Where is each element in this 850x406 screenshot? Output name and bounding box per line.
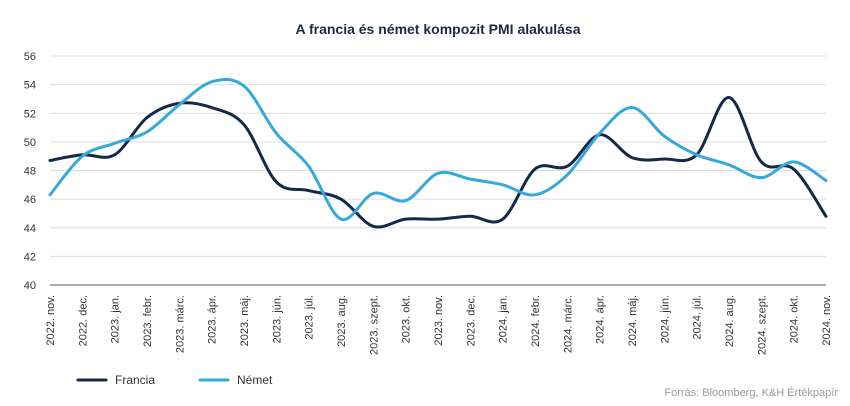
x-tick-label: 2023. okt. [401,295,413,343]
x-tick-label: 2023. dec. [465,295,477,346]
x-tick-label: 2024. jan. [498,295,510,343]
x-tick-label: 2023. nov. [433,295,445,346]
x-tick-label: 2023. jún. [271,295,283,343]
x-tick-label: 2024. máj. [627,295,639,346]
x-tick-label: 2023. szept. [368,295,380,355]
y-tick-label: 50 [24,137,36,149]
gridlines [50,55,826,257]
chart-title: A francia és német kompozit PMI alakulás… [295,21,580,37]
x-tick-label: 2023. aug. [336,295,348,347]
x-tick-label: 2023. máj. [239,295,251,346]
x-tick-label: 2023. júl. [304,295,316,340]
y-tick-label: 54 [24,80,36,92]
series-line-német [48,77,828,221]
x-axis-ticks: 2022. nov. 2022. dec. 2023. jan. 2023. febr… [45,295,833,355]
x-tick-label: 2024. szept. [756,295,768,355]
legend: Francia Német [76,373,273,387]
x-tick-label: 2024. febr. [530,295,542,347]
series-lines [48,77,828,229]
y-tick-label: 42 [24,251,36,263]
x-tick-label: 2022. dec. [77,295,89,346]
x-tick-label: 2022. nov. [45,295,57,346]
x-tick-label: 2024. nov. [821,295,833,346]
y-tick-label: 52 [24,108,36,120]
legend-label: Francia [115,373,155,387]
y-tick-label: 44 [24,223,36,235]
x-tick-label: 2023. márc. [174,295,186,353]
x-tick-label: 2024. okt. [789,295,801,343]
y-tick-label: 48 [24,166,36,178]
legend-label: Német [237,373,273,387]
x-tick-label: 2024. jún. [659,295,671,343]
x-tick-label: 2023. jan. [110,295,122,343]
x-tick-label: 2024. ápr. [595,295,607,344]
x-tick-label: 2024. márc. [562,295,574,353]
source-note: Forrás: Bloomberg, K&H Értékpapír [664,386,838,399]
y-tick-label: 56 [24,51,36,63]
x-tick-label: 2023. ápr. [207,295,219,344]
y-axis-ticks: 40 42 44 46 48 50 52 54 56 [24,51,36,292]
y-tick-label: 46 [24,194,36,206]
x-tick-label: 2023. febr. [142,295,154,347]
x-tick-label: 2024. aug. [724,295,736,347]
y-tick-label: 40 [24,280,36,292]
x-tick-label: 2024. júl. [692,295,704,340]
